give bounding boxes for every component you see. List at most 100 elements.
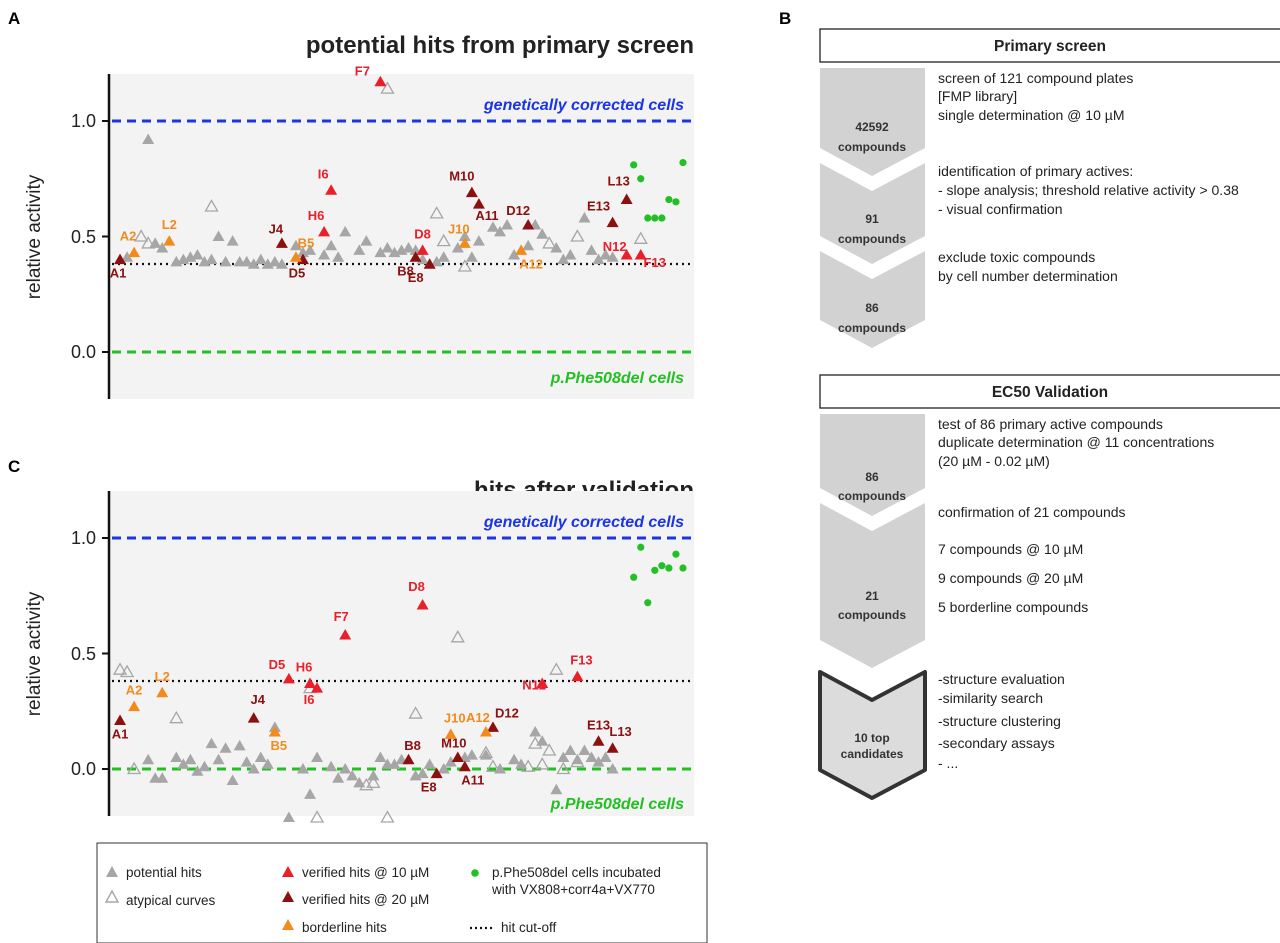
panel-a-potential-hits-point-25 (332, 251, 345, 262)
panel-a-potential-hits-point-49 (550, 242, 563, 253)
panel-a-atypical-curves-point-6 (457, 259, 472, 272)
panel-a-potential-hits-point-37 (437, 251, 450, 262)
panel-c-borderline-hits-point-2 (268, 726, 281, 737)
panel-c-potential-hits-point-38 (465, 749, 478, 760)
panel-a-hit-label-j10: J10 (448, 221, 470, 236)
panel-a-atypical-curves-point-3 (380, 81, 395, 94)
panel-a-potential-hits-point-23 (318, 248, 331, 260)
panel-c-atypical-curves-point-19 (570, 754, 585, 768)
legend-borderline-label: borderline hits (302, 920, 387, 935)
panel-c-potential-hits-point-27 (367, 769, 380, 781)
panel-c-p-phe508del-cells-incubated-with-vx808-corr4a-vx770-point-4 (658, 562, 666, 570)
panel-a-hit-label-f13: F13 (644, 255, 666, 270)
panel-c-potential-hits-point-47 (564, 744, 577, 756)
flowchart: B Primary screen EC50 Validation 42592 c… (779, 9, 1280, 800)
panel-c-verified-hits-20-m-point-6 (486, 721, 499, 732)
panel-a-tick-label-05: 0.5 (71, 227, 96, 247)
panel-c-potential-hits-point-45 (550, 783, 563, 795)
panel-a-verified-hits-10-m-point-4 (620, 248, 633, 260)
legend-verified10-marker (282, 866, 294, 877)
panel-a-hit-label-b8: B8 (397, 263, 414, 278)
panel-c-potential-hits-point-11 (226, 774, 239, 786)
panel-c-atypical-curves-point-1 (119, 664, 135, 678)
legend-corrector-label-line1: p.Phe508del cells incubated (492, 865, 661, 880)
panel-c-p-phe508del-cells-incubated-with-vx808-corr4a-vx770-point-0 (630, 573, 638, 581)
panel-a-verified-hits-20-m-point-8 (606, 216, 619, 228)
panel-a-hit-label-l2: L2 (162, 217, 177, 232)
panel-c-potential-hits-point-41 (508, 753, 521, 765)
panel-a-potential-hits-point-29 (374, 246, 387, 258)
panel-c-hit-label-d5: D5 (269, 657, 286, 672)
panel-a-potential-hits-point-9 (205, 253, 218, 265)
panel-a-verified-hits-10-m-point-2 (318, 225, 331, 237)
panel-c-atypical-curves-point-8 (380, 810, 395, 823)
panel-a-potential-hits-point-19 (275, 258, 288, 269)
panel-c-hit-label-n12: N12 (522, 678, 546, 693)
step4-unit: compounds (838, 489, 906, 503)
step2-count: 91 (865, 212, 879, 226)
panel-c-potential-hits-point-25 (346, 769, 359, 781)
panel-a-potential-hits-point-24 (325, 239, 338, 251)
funnel-step-6 (818, 670, 927, 800)
panel-a-potential-hits-point-15 (247, 258, 260, 269)
panel-a-borderline-hits-point-0 (128, 246, 141, 258)
panel-c-potential-hits-point-21 (311, 751, 324, 762)
panel-a-hit-label-n12: N12 (603, 239, 627, 254)
panel-c-verified-hits-20-m-point-4 (451, 751, 464, 762)
funnel-step-5 (820, 503, 925, 668)
panel-c-verified-hits-20-m-point-0 (114, 714, 127, 725)
panel-a-potential-hits-point-44 (501, 218, 514, 230)
panel-c-borderline-hits-point-1 (156, 686, 169, 698)
step6-unit: candidates (841, 747, 904, 761)
panel-c-atypical-curves-point-10 (450, 630, 465, 643)
step2-text-3: - visual confirmation (938, 201, 1063, 217)
panel-a-hit-label-d5: D5 (289, 266, 306, 281)
panel-a-hit-label-e8: E8 (408, 270, 424, 285)
panel-c-potential-hits-point-22 (325, 760, 338, 772)
panel-a-hit-label-a2: A2 (120, 229, 137, 244)
panel-a-potential-hits-point-53 (585, 244, 598, 255)
panel-c-potential-hits-point-9 (212, 753, 225, 765)
panel-a-verified-hits-10-m-point-5 (634, 248, 647, 260)
panel-c-verified-hits-20-m-point-8 (606, 742, 619, 753)
legend-verified10-label: verified hits @ 10 µM (302, 865, 429, 880)
panel-c-verified-hits-10-m-point-1 (416, 598, 429, 610)
panel-c-potential-hits-point-14 (247, 763, 260, 774)
panel-letter-c: C (8, 457, 20, 476)
panel-c-potential-hits-point-0 (142, 753, 155, 765)
panel-a-potential-hits-point-27 (353, 244, 366, 255)
panel-c-potential-hits-point-2 (156, 772, 169, 783)
panel-a-atypical-curves-point-5 (436, 233, 451, 247)
panel-letter-b: B (779, 9, 791, 28)
panel-c-atypical-curves-point-5 (309, 810, 325, 823)
panel-a-atypical-curves-point-2 (204, 199, 219, 212)
panel-a-hit-label-a11: A11 (475, 208, 498, 223)
panel-a-plot-area (109, 74, 694, 399)
step5-borderline-text: 5 borderline compounds (938, 599, 1088, 615)
panel-c-atypical-curves-point-14 (528, 736, 543, 749)
panel-a-p-phe508del-cells-incubated-with-vx808-corr4a-vx770-point-5 (665, 195, 673, 204)
step6-text-3: -structure clustering (938, 713, 1061, 729)
panel-c-potential-hits-point-26 (353, 776, 366, 788)
panel-a-potential-hits-point-30 (381, 242, 394, 253)
panel-a-y-axis-label: relative activity (24, 174, 45, 299)
panel-c-verified-hits-10-m-point-3 (304, 677, 317, 689)
panel-a-corrected-label: genetically corrected cells (483, 97, 684, 114)
panel-c-tick-label-1: 1.0 (71, 528, 96, 548)
panel-a-hit-label-b5: B5 (298, 235, 315, 250)
panel-c-verified-hits-10-m-point-5 (536, 677, 549, 689)
panel-c-atypical-curves-point-3 (169, 710, 184, 724)
step5-unit: compounds (838, 608, 906, 622)
panel-a-p-phe508del-cells-incubated-with-vx808-corr4a-vx770-point-3 (651, 214, 659, 222)
panel-c-hit-label-i6: I6 (304, 692, 315, 707)
panel-c-tick-label-0: 0.0 (71, 759, 96, 779)
panel-a-tick-label-1: 1.0 (71, 111, 96, 131)
panel-a-atypical-curves-point-0 (134, 229, 149, 242)
panel-c-hit-label-d8: D8 (408, 579, 425, 594)
panel-c-hit-label-a1: A1 (112, 726, 129, 741)
panel-c-atypical-curves-point-15 (535, 757, 550, 770)
legend-box (96, 842, 708, 943)
panel-c-potential-hits-point-53 (606, 763, 619, 774)
panel-a-atypical-curves-point-7 (542, 236, 557, 249)
